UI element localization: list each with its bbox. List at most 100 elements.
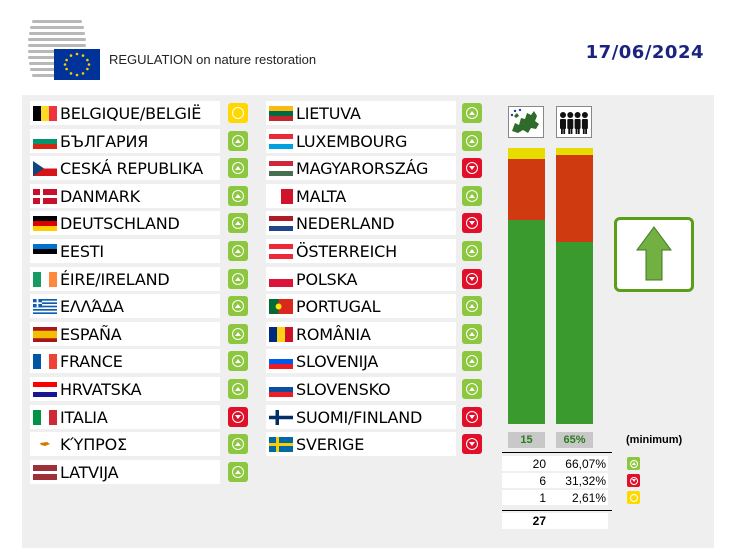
- flag-icon: [33, 161, 57, 177]
- country-list-left: BELGIQUE/BELGIË БЪЛГАРИЯ CESKÁ REPUBLIKA DA…: [30, 100, 250, 486]
- country-name: EESTI: [60, 241, 104, 261]
- summary-count: 6: [539, 474, 546, 488]
- country-name: ΕΛΛΆΔΑ: [60, 297, 124, 317]
- vote-yes-icon: [228, 268, 248, 289]
- country-row: CESKÁ REPUBLIKA: [30, 155, 250, 183]
- population-threshold-label: 65%: [556, 432, 593, 448]
- population-column: [556, 106, 592, 138]
- country-name: LIETUVA: [296, 104, 361, 123]
- summary-row: 1 2,61%: [502, 490, 608, 505]
- vote-yes-icon: [228, 296, 248, 317]
- vote-yes-icon: [462, 351, 482, 372]
- population-abstain-segment: [556, 148, 593, 156]
- country-name: CESKÁ REPUBLIKA: [60, 159, 204, 179]
- country-name: LUXEMBOURG: [296, 131, 408, 151]
- summary-percent: 31,32%: [565, 474, 606, 488]
- country-row: HRVATSKA: [30, 376, 250, 404]
- flag-icon: [269, 106, 293, 121]
- people-icon: [557, 107, 591, 137]
- country-row: LATVIJA: [30, 459, 250, 487]
- header: REGULATION on nature restoration 17/06/2…: [0, 0, 740, 92]
- member-states-no-segment: [508, 159, 545, 220]
- country-name: MALTA: [296, 186, 346, 206]
- vote-yes-icon: [228, 323, 248, 344]
- country-row: SUOMI/FINLAND: [266, 404, 486, 432]
- summary-top-line: [502, 452, 612, 453]
- flag-icon: [269, 354, 293, 370]
- minimum-label: (minimum): [626, 434, 683, 446]
- country-row: POLSKA: [266, 266, 486, 294]
- summary-bottom-line: [502, 510, 612, 511]
- vote-yes-icon: [228, 461, 248, 482]
- country-name: PORTUGAL: [296, 297, 381, 317]
- country-row: MALTA: [266, 183, 486, 211]
- country-name: DANMARK: [60, 186, 140, 206]
- country-row: LIETUVA: [266, 100, 486, 128]
- vote-yes-icon: [228, 213, 248, 234]
- flag-icon: [269, 161, 293, 177]
- vote-yes-icon: [627, 457, 640, 470]
- summary-row: 6 31,32%: [502, 473, 608, 488]
- flag-icon: [269, 216, 293, 232]
- country-row: ESPAÑA: [30, 321, 250, 349]
- flag-icon: [33, 409, 57, 425]
- flag-icon: [269, 271, 293, 287]
- country-name: MAGYARORSZÁG: [296, 159, 429, 179]
- flag-icon: [33, 464, 57, 480]
- vote-date: 17/06/2024: [585, 42, 704, 63]
- country-row: MAGYARORSZÁG: [266, 155, 486, 183]
- vote-yes-icon: [462, 103, 482, 123]
- vote-yes-icon: [228, 130, 248, 151]
- country-name: POLSKA: [296, 269, 358, 289]
- vote-abstain-icon: [228, 103, 248, 123]
- country-row: NEDERLAND: [266, 210, 486, 238]
- vote-yes-icon: [228, 158, 248, 179]
- vote-no-icon: [462, 268, 482, 289]
- country-name: NEDERLAND: [296, 214, 395, 234]
- flag-icon: [33, 271, 57, 287]
- country-name: ÖSTERREICH: [296, 241, 397, 261]
- vote-no-icon: [462, 434, 482, 455]
- country-name: SVERIGE: [296, 435, 365, 455]
- country-name: ITALIA: [60, 407, 108, 427]
- country-row: ΚΎΠΡΟΣ: [30, 431, 250, 459]
- vote-yes-icon: [228, 351, 248, 372]
- flag-icon: [269, 381, 293, 397]
- result-box: [614, 217, 694, 292]
- vote-no-icon: [462, 158, 482, 179]
- member-states-abstain-segment: [508, 148, 545, 160]
- vote-no-icon: [462, 406, 482, 427]
- vote-yes-icon: [228, 378, 248, 399]
- vote-yes-icon: [462, 240, 482, 261]
- country-row: SLOVENIJA: [266, 348, 486, 376]
- country-row: ITALIA: [30, 404, 250, 432]
- vote-yes-icon: [462, 296, 482, 317]
- flag-icon: [269, 188, 293, 204]
- member-states-yes-segment: [508, 219, 545, 424]
- vote-no-icon: [627, 474, 640, 487]
- country-name: SUOMI/FINLAND: [296, 407, 423, 427]
- total-count: 27: [532, 514, 546, 528]
- summary-count: 1: [539, 491, 546, 505]
- vote-yes-icon: [462, 185, 482, 206]
- flag-icon: [269, 326, 293, 342]
- vote-yes-icon: [228, 240, 248, 261]
- flag-icon: [33, 106, 57, 121]
- flag-icon: [33, 216, 57, 232]
- country-row: DEUTSCHLAND: [30, 210, 250, 238]
- country-name: ΚΎΠΡΟΣ: [60, 435, 127, 455]
- flag-icon: [33, 437, 57, 453]
- flag-icon: [33, 354, 57, 370]
- country-name: FRANCE: [60, 352, 123, 372]
- country-row: БЪЛГАРИЯ: [30, 128, 250, 156]
- flag-icon: [33, 243, 57, 259]
- country-name: ROMÂNIA: [296, 324, 371, 344]
- population-yes-segment: [556, 241, 593, 424]
- flag-icon: [33, 326, 57, 342]
- country-row: SVERIGE: [266, 431, 486, 459]
- member-states-column: [508, 106, 544, 138]
- population-no-segment: [556, 155, 593, 242]
- country-list-right: LIETUVA LUXEMBOURG MAGYARORSZÁG MALTA NEDERL…: [266, 100, 486, 459]
- country-row: FRANCE: [30, 348, 250, 376]
- country-name: LATVIJA: [60, 462, 119, 482]
